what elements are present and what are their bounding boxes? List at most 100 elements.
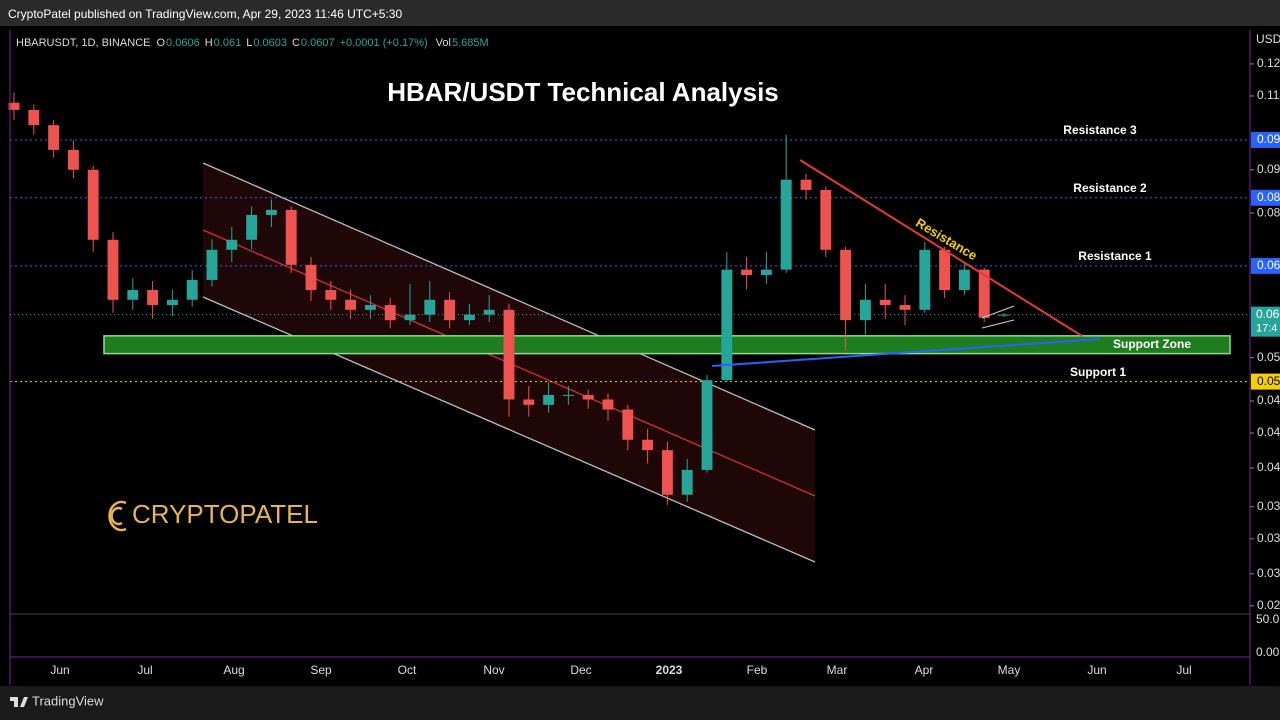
candle-body — [681, 469, 693, 495]
x-tick-label: Nov — [483, 663, 504, 677]
candle-body — [661, 450, 673, 495]
candle-body — [28, 109, 40, 126]
candle-body — [721, 269, 733, 381]
footer-bar — [0, 686, 1280, 720]
pane-tick: 50.0 — [1256, 612, 1280, 626]
tv-logo — [10, 697, 28, 707]
candle-body — [87, 169, 99, 240]
y-tick-label: 0.03 — [1257, 499, 1280, 513]
y-tick-label: 0.11 — [1257, 88, 1280, 102]
candle-body — [602, 399, 614, 410]
candle-body — [8, 102, 20, 110]
candle-body — [186, 279, 198, 300]
candle-body — [424, 299, 436, 315]
candle-body — [404, 314, 416, 321]
legend-header: HBARUSDT, 1D, BINANCE O 0.0606 H 0.061 L 0.060… — [16, 37, 489, 49]
countdown: 17:4 — [1256, 323, 1277, 335]
x-tick-label: Jul — [137, 663, 152, 677]
candle-body — [582, 394, 594, 400]
candle-body — [760, 269, 772, 276]
x-tick-label: Aug — [223, 663, 244, 677]
y-tick-label: 0.04 — [1257, 460, 1280, 474]
legend-text: H — [205, 37, 213, 49]
y-tick-label: 0.03 — [1257, 566, 1280, 580]
levels: Support Zone Resistance 3 Resistance 2 Resi… — [10, 123, 1250, 383]
x-tick-label: Sep — [310, 663, 332, 677]
candle-body — [741, 269, 753, 276]
watermark-logo — [108, 500, 127, 532]
candle-body — [67, 149, 79, 170]
legend-text: O — [156, 37, 165, 49]
price-tag — [1251, 131, 1280, 148]
currency: USD — [1256, 32, 1280, 46]
candle-body — [325, 290, 337, 300]
level-label: Resistance 1 — [1078, 249, 1152, 263]
candle-body — [879, 299, 891, 306]
candles — [8, 92, 1010, 505]
candle-body — [840, 249, 852, 321]
candle-body — [503, 309, 515, 400]
y-tick-label: 0.04 — [1257, 393, 1280, 407]
candle-body — [622, 409, 634, 440]
last-price-label: 0.0607 — [1256, 307, 1280, 321]
y-tick-label: 0.09 — [1257, 162, 1280, 176]
candle-body — [384, 305, 396, 321]
y-tick-label: 0.05 — [1257, 350, 1280, 364]
legend-text: 0.0603 — [253, 37, 287, 49]
x-tick-label: May — [998, 663, 1021, 677]
legend-text: 0.061 — [214, 37, 242, 49]
candle-body — [206, 249, 218, 280]
candle-body — [998, 314, 1010, 316]
level-label: Support 1 — [1070, 365, 1126, 379]
x-tick-label: Jun — [1087, 663, 1106, 677]
y-tick-label: 0.08 — [1257, 205, 1280, 219]
price-tag-label: 0.06 — [1257, 258, 1280, 272]
y-tick-label: 0.03 — [1257, 531, 1280, 545]
candle-body — [444, 299, 456, 321]
candle-body — [364, 305, 376, 310]
level-label: Resistance 3 — [1063, 123, 1137, 137]
candle-body — [345, 299, 357, 310]
y-tick-label: 0.12 — [1257, 56, 1280, 70]
x-tick-label: Oct — [398, 663, 417, 677]
candle-body — [265, 209, 277, 215]
price-tag-label: 0.05 — [1257, 374, 1280, 388]
x-tick-label: Dec — [570, 663, 591, 677]
pane-tick: 0.00 — [1256, 645, 1280, 659]
support-trendline — [711, 338, 1101, 367]
candle-body — [305, 264, 317, 291]
y-tick-label: 0.02 — [1257, 598, 1280, 612]
level-label: Resistance 2 — [1073, 181, 1147, 195]
price-tag — [1251, 189, 1280, 206]
candle-body — [780, 179, 792, 270]
legend-text: HBARUSDT, 1D, BINANCE — [16, 37, 150, 49]
candle-body — [899, 305, 911, 310]
last-price-tag — [1251, 306, 1280, 337]
candle-body — [463, 314, 475, 321]
candle-body — [107, 239, 119, 300]
x-tick-label: Mar — [827, 663, 848, 677]
candle-body — [978, 269, 990, 318]
legend-text: Vol — [436, 37, 451, 49]
candle-body — [147, 290, 159, 306]
candle-body — [939, 249, 951, 291]
chart-title: HBAR/USDT Technical Analysis — [387, 77, 779, 107]
legend-text: L — [246, 37, 252, 49]
price-tag — [1251, 257, 1280, 274]
candle-body — [859, 299, 871, 321]
legend-text: 0.0606 — [166, 37, 200, 49]
support-zone — [103, 335, 1231, 355]
candle-body — [48, 125, 60, 150]
candle-body — [919, 249, 931, 310]
candle-body — [543, 394, 555, 405]
candle-body — [958, 269, 970, 291]
candle-body — [246, 214, 258, 240]
candle-body — [701, 380, 713, 470]
publisher: CryptoPatel published on TradingView.com… — [8, 7, 402, 21]
candle-body — [285, 209, 297, 265]
price-tag — [1251, 373, 1280, 390]
candle-body — [226, 239, 238, 250]
price-tag-label: 0.08 — [1257, 190, 1280, 204]
y-tick-label: 0.04 — [1257, 425, 1280, 439]
top-bar — [0, 0, 1280, 26]
